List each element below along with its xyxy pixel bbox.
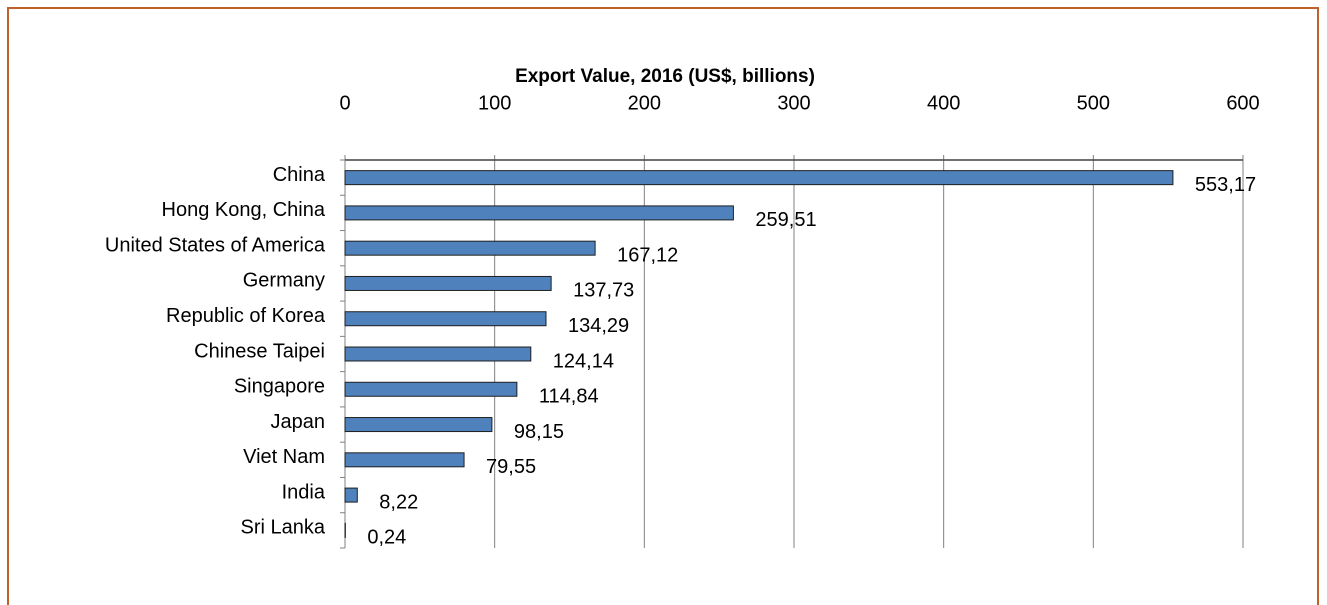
frame xyxy=(7,7,1319,605)
data-label: 79,55 xyxy=(486,456,536,478)
y-tick-label: United States of America xyxy=(105,234,326,256)
x-tick-label: 200 xyxy=(628,92,661,114)
bar xyxy=(344,452,465,468)
bar xyxy=(344,240,596,256)
data-label: 98,15 xyxy=(514,421,564,443)
data-label: 137,73 xyxy=(573,280,634,302)
bar xyxy=(344,346,532,362)
data-label: 8,22 xyxy=(379,491,418,513)
x-tick-label: 400 xyxy=(927,92,960,114)
y-tick-label: Republic of Korea xyxy=(166,305,326,327)
bar xyxy=(344,417,493,433)
x-tick-label: 300 xyxy=(777,92,810,114)
bar xyxy=(344,170,1174,186)
data-label: 167,12 xyxy=(617,244,678,266)
chart-title: Export Value, 2016 (US$, billions) xyxy=(515,66,815,87)
data-label: 259,51 xyxy=(755,209,816,231)
data-label: 134,29 xyxy=(568,315,629,337)
y-tick-label: China xyxy=(273,164,326,186)
y-tick-label: Germany xyxy=(243,270,325,292)
data-label: 124,14 xyxy=(553,350,614,372)
x-tick-label: 100 xyxy=(478,92,511,114)
bar xyxy=(344,487,358,503)
y-tick-label: Singapore xyxy=(234,376,325,398)
data-label: 0,24 xyxy=(367,527,406,549)
x-tick-label: 600 xyxy=(1226,92,1259,114)
x-tick-label: 500 xyxy=(1077,92,1110,114)
y-tick-label: Viet Nam xyxy=(243,446,325,468)
y-tick-label: Chinese Taipei xyxy=(194,340,325,362)
y-tick-label: Sri Lanka xyxy=(241,517,326,539)
data-label: 114,84 xyxy=(539,386,599,408)
y-tick-label: Japan xyxy=(271,411,326,433)
data-label: 553,17 xyxy=(1195,174,1256,196)
bar xyxy=(344,311,547,327)
y-tick-label: Hong Kong, China xyxy=(162,199,326,221)
bar xyxy=(344,381,518,397)
bar xyxy=(344,205,734,221)
bar xyxy=(344,275,552,291)
y-tick-label: India xyxy=(282,481,326,503)
x-tick-label: 0 xyxy=(339,92,350,114)
